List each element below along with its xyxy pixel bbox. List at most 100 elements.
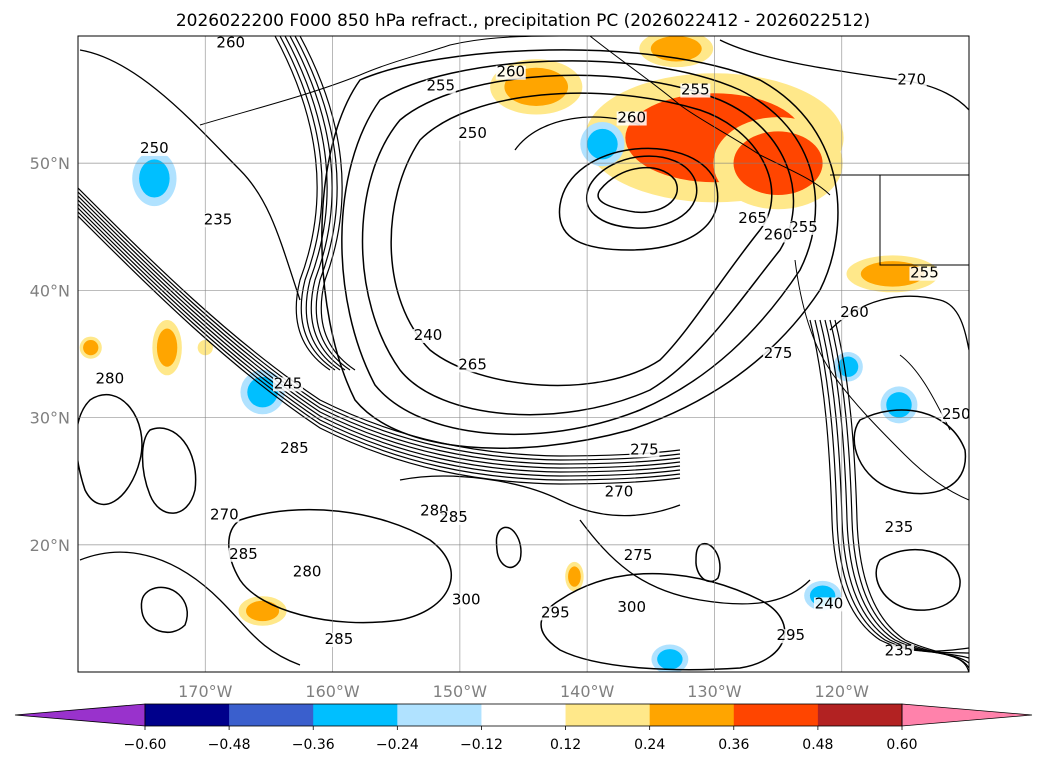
contour-line <box>78 191 681 461</box>
contour-label: 270 <box>897 70 926 88</box>
colorbar-segment <box>817 704 903 726</box>
contour-label: 300 <box>452 591 481 609</box>
contour-label: 265 <box>738 209 767 227</box>
contour-line <box>79 551 301 666</box>
contour-line <box>284 36 341 371</box>
contour-label-bg <box>839 306 870 321</box>
colorbar-tick-label: 0.36 <box>718 737 749 753</box>
contour-line <box>853 409 967 495</box>
contour-line <box>321 49 839 449</box>
precip-cell <box>568 566 581 587</box>
contour-line <box>299 36 356 371</box>
lon-tick-label: 120°W <box>815 682 870 701</box>
contour-label: 280 <box>96 369 125 387</box>
colorbar-frame <box>144 703 903 727</box>
contour-label-bg <box>94 372 125 387</box>
contour-label: 275 <box>624 546 653 564</box>
precip-cell <box>83 340 99 356</box>
refractivity-contours <box>78 36 969 672</box>
contour-label-bg <box>813 597 844 612</box>
contour-label-bg <box>883 644 914 659</box>
contour-label-bg <box>629 443 660 458</box>
contour-label: 275 <box>630 440 659 458</box>
contour-line <box>78 215 681 485</box>
lon-tick-label: 130°W <box>687 682 742 701</box>
contour-label-bg <box>680 83 711 98</box>
contour-label: 240 <box>414 326 443 344</box>
contour-label-bg <box>883 521 914 536</box>
contour-line <box>495 526 522 569</box>
contour-label: 255 <box>681 81 710 99</box>
contour-label-bg <box>737 211 768 226</box>
contour-label: 235 <box>885 518 914 536</box>
contour-label: 255 <box>910 264 939 282</box>
contour-label-bg <box>323 633 354 648</box>
coastline <box>879 175 969 266</box>
colorbar-tick-label: 0.48 <box>802 737 833 753</box>
lon-tick-label: 160°W <box>305 682 360 701</box>
contour-label: 250 <box>942 405 971 423</box>
contour-line <box>341 60 817 436</box>
colorbar: −0.60 −0.48 −0.36 −0.24 −0.12 0.12 0.24 0.36 0.4… <box>14 703 1033 753</box>
contour-line <box>719 39 969 111</box>
colorbar-segment <box>229 704 314 726</box>
contour-label: 260 <box>764 226 793 244</box>
contour-line <box>390 92 773 387</box>
precip-cell <box>156 328 178 367</box>
contour-label: 240 <box>815 594 844 612</box>
contour-line <box>834 319 969 672</box>
contour-line <box>78 187 681 457</box>
contour-label-bg <box>425 79 456 94</box>
contour-label: 235 <box>204 210 233 228</box>
contour-line <box>78 203 681 473</box>
contour-label-bg <box>457 358 488 373</box>
contour-line <box>875 548 961 611</box>
colorbar-segment <box>649 704 735 726</box>
contour-line <box>78 207 681 477</box>
contour-label-bg <box>623 549 654 564</box>
contour-label: 245 <box>274 374 303 392</box>
lat-tick-label: 30°N <box>30 409 70 428</box>
contour-line <box>279 36 336 371</box>
contour-label-bg <box>909 266 940 281</box>
colorbar-tick-label: −0.24 <box>376 737 419 753</box>
colorbar-segment <box>481 704 567 726</box>
contour-label: 260 <box>496 63 525 81</box>
contour-line <box>78 199 681 469</box>
colorbar-extend-high <box>901 703 1033 727</box>
contour-label: 270 <box>210 505 239 523</box>
lon-tick-label: 170°W <box>178 682 233 701</box>
contour-label-bg <box>451 593 482 608</box>
colorbar-tick-label: 0.60 <box>886 737 917 753</box>
contour-line <box>289 36 346 371</box>
contour-line <box>78 195 681 465</box>
contour-line <box>274 36 331 371</box>
lat-tick-label: 40°N <box>30 281 70 300</box>
precip-cell <box>860 261 925 287</box>
lon-tick-label: 140°W <box>560 682 615 701</box>
contour-label-bg <box>788 220 819 235</box>
contour-line <box>79 49 301 301</box>
lon-tick-label: 150°W <box>433 682 488 701</box>
colorbar-segment <box>313 704 398 726</box>
contour-label: 285 <box>229 545 258 563</box>
contour-label-bg <box>763 346 794 361</box>
contour-line <box>228 508 452 624</box>
contour-line <box>78 211 681 481</box>
contour-label: 295 <box>776 626 805 644</box>
contour-label-bg <box>215 36 246 51</box>
contour-line <box>78 393 143 506</box>
contour-label-bg <box>413 329 444 344</box>
contour-label-bg <box>139 142 170 157</box>
contour-label: 260 <box>840 303 869 321</box>
contour-line <box>819 319 969 659</box>
contour-label: 300 <box>617 598 646 616</box>
contour-line <box>141 427 197 514</box>
contour-line <box>558 147 719 251</box>
contour-label-bg <box>896 73 927 88</box>
coastline <box>589 36 831 196</box>
contour-label-bg <box>763 228 794 243</box>
precip-cell <box>657 649 683 670</box>
contour-line <box>585 155 698 229</box>
